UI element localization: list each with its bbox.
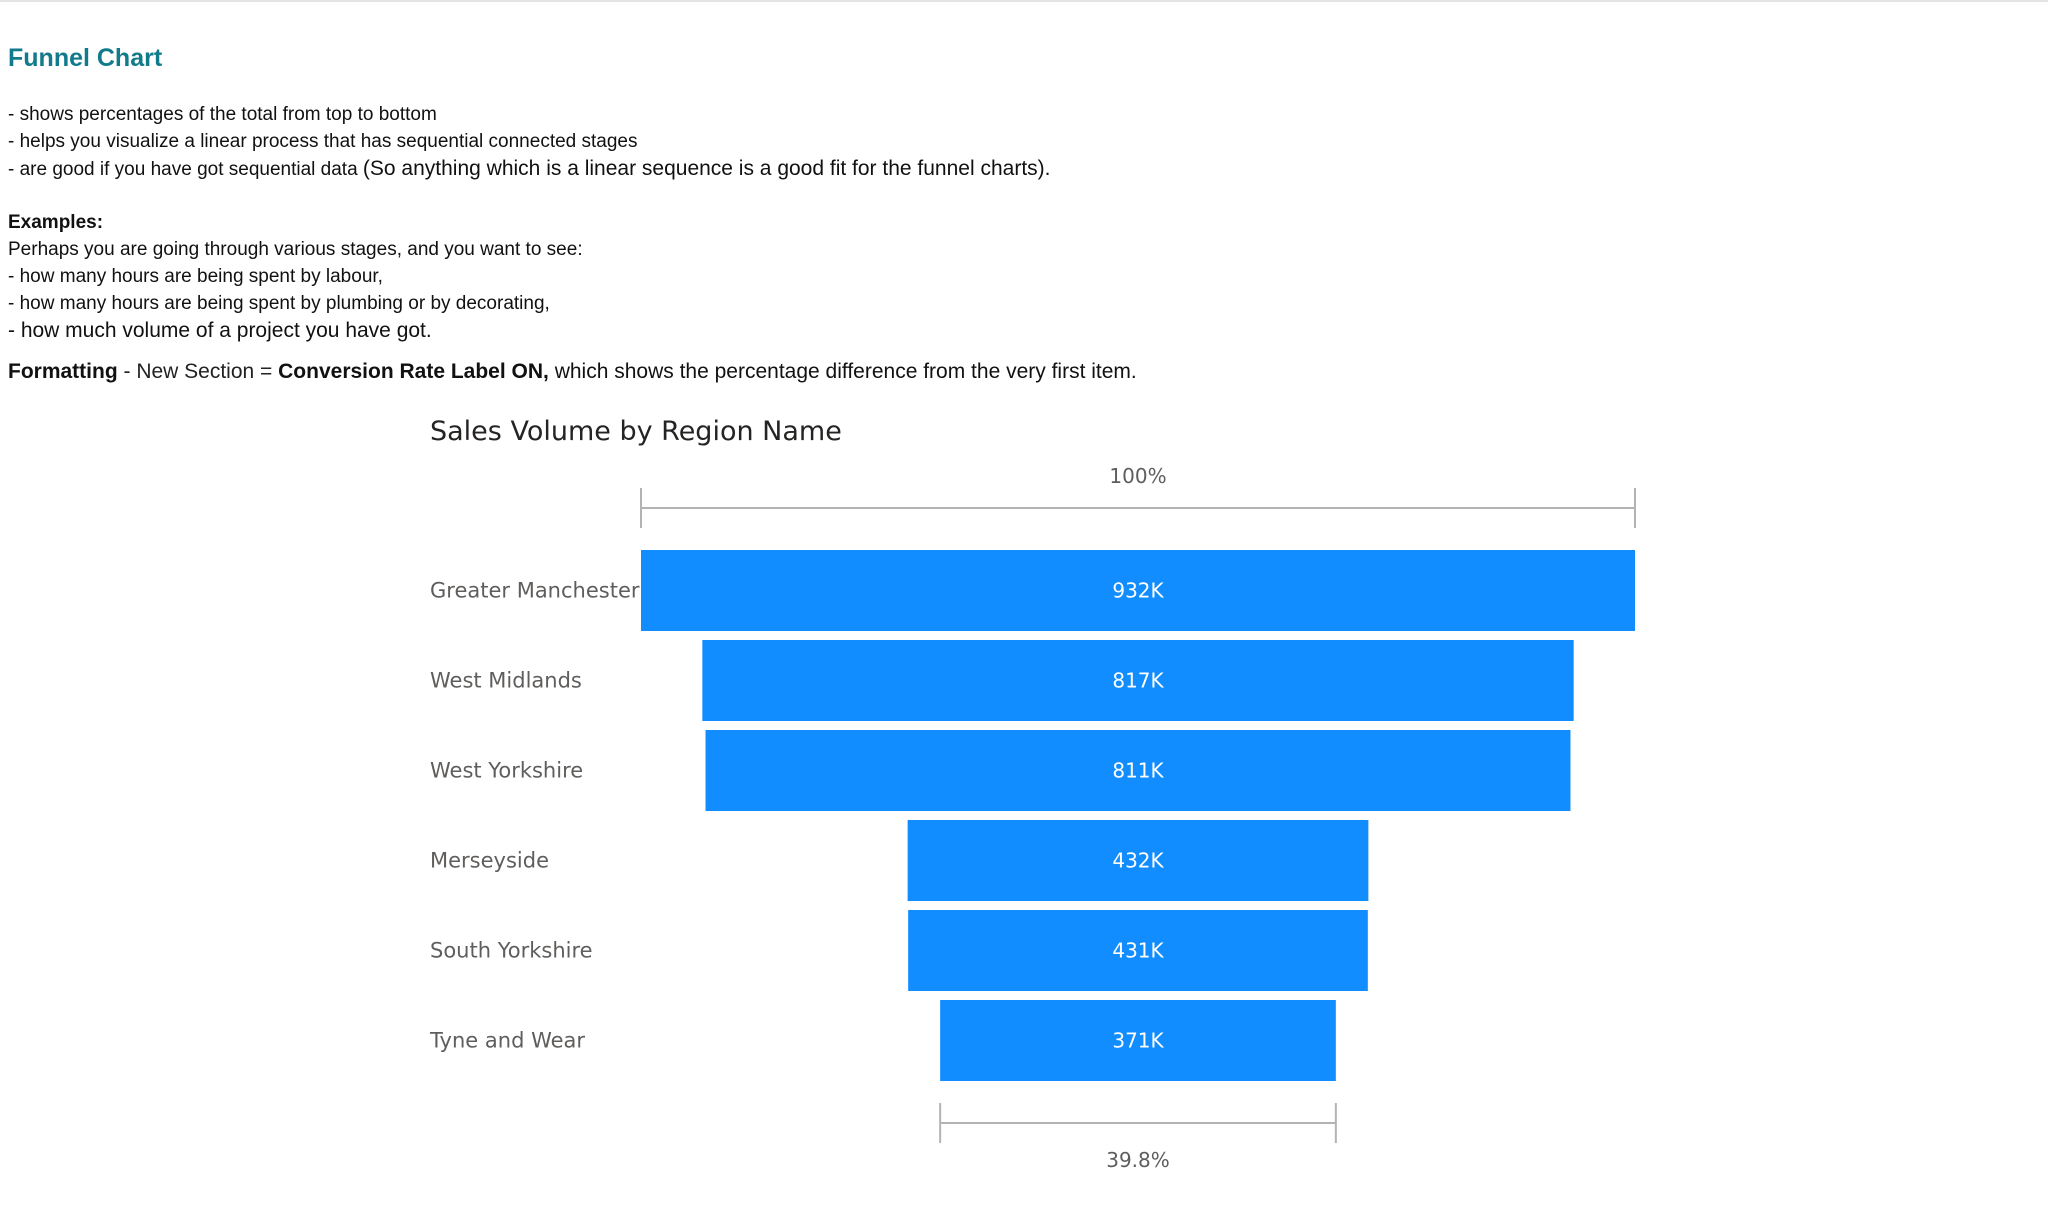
formatting-emphasis: Conversion Rate Label ON, xyxy=(278,360,549,383)
examples-intro: Perhaps you are going through various st… xyxy=(8,239,583,260)
funnel-value-label-5: 371K xyxy=(1112,1029,1164,1053)
bullet-percentages: - shows percentages of the total from to… xyxy=(8,104,437,125)
funnel-category-label-0: Greater Manchester xyxy=(430,579,640,603)
bottom-conversion-label: 39.8% xyxy=(1106,1148,1170,1172)
formatting-tail: which shows the percentage difference fr… xyxy=(548,360,1137,383)
funnel-value-label-3: 432K xyxy=(1112,849,1164,873)
funnel-bar-1 xyxy=(702,640,1574,721)
funnel-category-label-1: West Midlands xyxy=(430,669,582,693)
funnel-category-label-2: West Yorkshire xyxy=(430,759,583,783)
example-volume: - how much volume of a project you have … xyxy=(8,319,432,342)
notes-panel: Funnel Chart - shows percentages of the … xyxy=(8,40,1608,385)
funnel-category-label-4: South Yorkshire xyxy=(430,939,593,963)
top-divider xyxy=(0,0,2048,2)
page-title: Funnel Chart xyxy=(8,44,163,72)
funnel-value-label-4: 431K xyxy=(1112,939,1164,963)
examples-heading: Examples: xyxy=(8,212,104,233)
bullet-sequential-data-note: (So anything which is a linear sequence … xyxy=(362,157,1051,180)
funnel-bar-4 xyxy=(908,910,1368,991)
formatting-note: Formatting - New Section = Conversion Ra… xyxy=(8,358,1608,385)
funnel-bar-3 xyxy=(907,820,1369,901)
formatting-label: Formatting xyxy=(8,360,118,383)
chart-title: Sales Volume by Region Name xyxy=(430,416,842,447)
funnel-bar-5 xyxy=(940,1000,1336,1081)
bullet-sequential-data: - are good if you have got sequential da… xyxy=(8,155,1608,182)
funnel-value-label-1: 817K xyxy=(1112,669,1164,693)
example-labour: - how many hours are being spent by labo… xyxy=(8,266,383,287)
funnel-category-label-5: Tyne and Wear xyxy=(429,1029,585,1053)
bullet-sequential-data-text: - are good if you have got sequential da… xyxy=(8,159,358,180)
bullet-linear-process: - helps you visualize a linear process t… xyxy=(8,131,638,152)
funnel-bar-0 xyxy=(641,550,1635,631)
funnel-value-label-2: 811K xyxy=(1112,759,1164,783)
example-plumbing: - how many hours are being spent by plum… xyxy=(8,293,550,314)
funnel-category-label-3: Merseyside xyxy=(430,849,549,873)
funnel-value-label-0: 932K xyxy=(1112,579,1164,603)
formatting-middle: - New Section = xyxy=(117,360,279,383)
funnel-bar-2 xyxy=(705,730,1571,811)
top-conversion-label: 100% xyxy=(1109,464,1166,488)
